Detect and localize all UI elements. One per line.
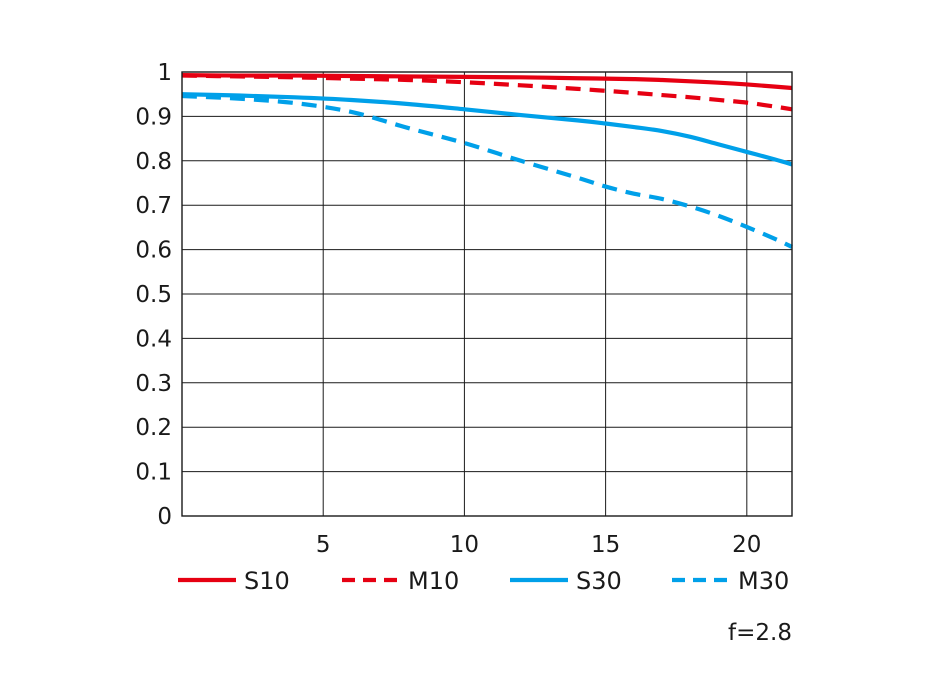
y-tick-label: 0.4 — [135, 326, 172, 352]
x-axis-ticks: 5 10 15 20 — [316, 532, 762, 558]
x-tick-label: 5 — [316, 532, 331, 558]
plot-frame — [181, 71, 793, 517]
series-line-s10 — [181, 73, 793, 91]
y-tick-label: 0.3 — [135, 371, 172, 397]
legend-label-m10: M10 — [408, 567, 459, 595]
y-tick-label: 0.8 — [135, 149, 172, 175]
y-tick-label: 1 — [157, 60, 172, 86]
y-axis-ticks: 0 0.1 0.2 0.3 0.4 0.5 0.6 0.7 0.8 0.9 1 — [135, 60, 172, 530]
legend-label-m30: M30 — [738, 567, 789, 595]
x-tick-label: 15 — [591, 532, 620, 558]
grid — [182, 72, 792, 516]
series-line-s30 — [181, 92, 793, 167]
legend-label-s10: S10 — [244, 567, 290, 595]
y-tick-label: 0.2 — [135, 415, 172, 441]
y-tick-label: 0 — [157, 504, 172, 530]
x-tick-label: 20 — [732, 532, 761, 558]
series-line-m30 — [181, 93, 793, 249]
x-tick-label: 10 — [450, 532, 479, 558]
legend: S10 M10 S30 M30 — [178, 567, 789, 595]
y-tick-label: 0.9 — [135, 104, 172, 130]
aperture-note: f=2.8 — [728, 620, 792, 646]
y-tick-label: 0.1 — [135, 460, 172, 486]
legend-label-s30: S30 — [576, 567, 622, 595]
y-tick-label: 0.5 — [135, 282, 172, 308]
series-lines — [181, 73, 793, 249]
series-line-m10 — [181, 73, 793, 112]
y-tick-label: 0.6 — [135, 238, 172, 264]
y-tick-label: 0.7 — [135, 193, 172, 219]
